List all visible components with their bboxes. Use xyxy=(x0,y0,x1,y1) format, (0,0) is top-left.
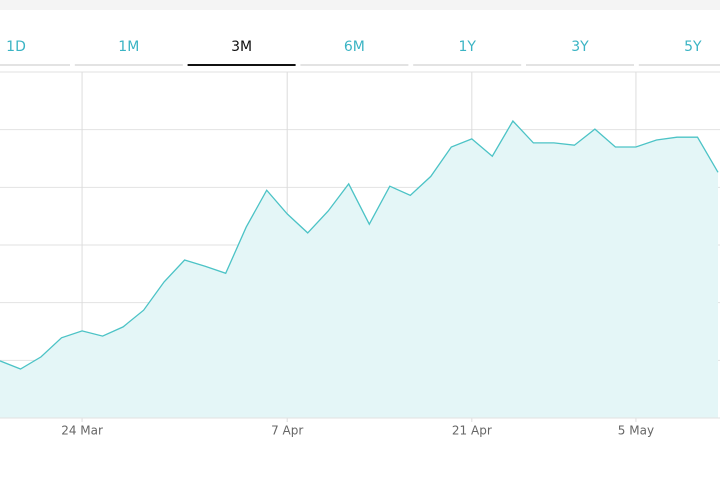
tab[interactable]: 5Y xyxy=(684,39,702,55)
tab[interactable]: 1D xyxy=(6,39,26,55)
x-tick-label: 21 Apr xyxy=(452,424,492,438)
price-line xyxy=(0,119,719,370)
tab[interactable]: 1Y xyxy=(458,39,476,55)
x-tick-label: 5 May xyxy=(618,424,654,438)
x-tick-label: 24 Mar xyxy=(61,424,103,438)
tab[interactable]: 1M xyxy=(118,39,139,55)
x-tick-label: 7 Apr xyxy=(271,424,303,438)
tab[interactable]: 6M xyxy=(344,39,365,55)
top-bar xyxy=(0,0,720,10)
tab[interactable]: 3M xyxy=(231,39,252,55)
tab[interactable]: 3Y xyxy=(571,39,589,55)
area-fill xyxy=(0,121,718,418)
